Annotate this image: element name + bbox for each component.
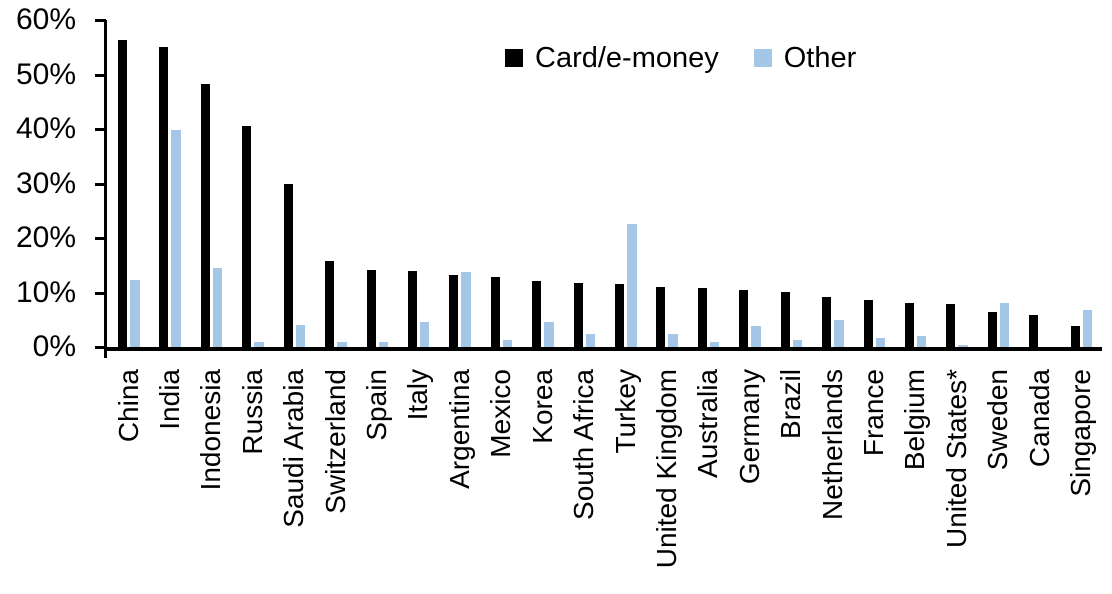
legend-label-card-emoney: Card/e-money bbox=[535, 42, 719, 74]
bar-card-e-money-south-africa bbox=[573, 283, 583, 347]
legend-item-card-emoney: Card/e-money bbox=[505, 42, 719, 74]
y-axis-label-20: 20% bbox=[15, 221, 76, 254]
bar-card-e-money-spain bbox=[366, 270, 376, 347]
bar-card-e-money-brazil bbox=[780, 291, 790, 347]
x-axis-label-text: Singapore bbox=[1065, 369, 1097, 497]
x-axis-label-text: Italy bbox=[402, 369, 434, 421]
y-axis-label-50: 50% bbox=[15, 57, 76, 91]
x-axis-label-text: Mexico bbox=[485, 369, 517, 458]
y-axis-label-40: 40% bbox=[15, 112, 76, 145]
bar-other-indonesia bbox=[212, 267, 223, 347]
bar-card-e-money-belgium bbox=[904, 302, 914, 347]
bar-other-belgium bbox=[916, 336, 927, 347]
bar-other-turkey bbox=[627, 223, 637, 347]
y-axis-label-10: 10% bbox=[15, 275, 76, 309]
bar-other-italy bbox=[419, 321, 430, 347]
bar-card-e-money-italy bbox=[407, 271, 417, 347]
x-axis-label-text: Germany bbox=[733, 369, 765, 485]
bar-card-e-money-germany bbox=[739, 289, 749, 347]
x-axis-label-text: Canada bbox=[1023, 369, 1055, 468]
bar-card-e-money-mexico bbox=[490, 277, 500, 347]
y-tick-30 bbox=[95, 182, 106, 186]
x-axis-label-text: Korea bbox=[526, 369, 558, 444]
legend-swatch-card-emoney-icon bbox=[505, 49, 523, 67]
x-axis-label-text: Indonesia bbox=[195, 369, 227, 491]
legend-item-other: Other bbox=[753, 42, 857, 74]
x-axis-label-text: Belgium bbox=[899, 369, 931, 471]
bar-card-e-money-france bbox=[863, 300, 873, 347]
bar-card-e-money-singapore bbox=[1070, 325, 1080, 347]
bar-card-e-money-argentina bbox=[449, 274, 459, 347]
y-tick-20 bbox=[95, 237, 106, 240]
bar-card-e-money-netherlands bbox=[822, 296, 832, 347]
x-axis-label-text: Saudi Arabia bbox=[278, 369, 310, 528]
bar-card-e-money-china bbox=[118, 40, 127, 347]
legend: Card/e-money Other bbox=[505, 42, 856, 74]
bar-card-e-money-india bbox=[159, 47, 169, 347]
bar-other-korea bbox=[544, 322, 554, 347]
x-axis-label-text: Russia bbox=[236, 369, 268, 455]
x-axis-label-text: Spain bbox=[361, 369, 393, 441]
y-tick-50 bbox=[95, 73, 106, 77]
bar-other-sweden bbox=[999, 302, 1010, 347]
x-axis-label-text: Argentina bbox=[443, 369, 475, 489]
x-axis-label-text: Australia bbox=[692, 369, 724, 478]
y-tick-60 bbox=[95, 19, 106, 22]
x-axis-line bbox=[104, 347, 1102, 351]
bar-card-e-money-sweden bbox=[987, 311, 997, 347]
bar-other-mexico bbox=[502, 339, 513, 347]
bar-card-e-money-canada bbox=[1029, 314, 1039, 347]
bar-other-netherlands bbox=[834, 320, 844, 347]
bar-other-china bbox=[130, 279, 140, 347]
bar-card-e-money-turkey bbox=[615, 283, 625, 347]
x-axis-label-text: South Africa bbox=[568, 369, 600, 520]
bar-other-brazil bbox=[792, 339, 803, 347]
legend-label-other: Other bbox=[783, 42, 857, 74]
bar-other-spain bbox=[378, 341, 389, 347]
legend-swatch-other-icon bbox=[753, 49, 772, 67]
bar-card-e-money-united-kingdom bbox=[656, 287, 666, 347]
bar-card-e-money-russia bbox=[242, 126, 252, 347]
x-axis-label-text: Switzerland bbox=[319, 369, 351, 514]
y-axis-line bbox=[104, 20, 107, 358]
bar-card-e-money-switzerland bbox=[325, 261, 335, 347]
y-tick-10 bbox=[95, 291, 106, 295]
y-axis-label-30: 30% bbox=[15, 166, 76, 200]
x-axis-label-text: Netherlands bbox=[816, 369, 848, 520]
bar-other-united-kingdom bbox=[668, 333, 678, 347]
x-axis-label-text: Sweden bbox=[982, 369, 1014, 471]
bar-other-india bbox=[171, 130, 181, 347]
x-axis-label-text: India bbox=[153, 369, 185, 430]
bar-other-argentina bbox=[461, 271, 471, 347]
bar-card-e-money-korea bbox=[532, 280, 542, 347]
bar-card-e-money-saudi-arabia bbox=[283, 184, 293, 347]
y-tick-0 bbox=[95, 346, 106, 349]
bar-other-south-africa bbox=[585, 333, 596, 347]
x-axis-label-text: China bbox=[112, 369, 144, 443]
bar-other-united-states bbox=[958, 345, 968, 347]
bar-other-saudi-arabia bbox=[295, 325, 306, 347]
bar-other-germany bbox=[751, 325, 761, 347]
x-axis-label-text: United States* bbox=[940, 369, 972, 548]
bar-other-france bbox=[875, 337, 886, 347]
bar-other-singapore bbox=[1082, 310, 1093, 347]
bar-card-e-money-australia bbox=[697, 288, 707, 347]
x-axis-label-text: Turkey bbox=[609, 369, 641, 454]
x-axis-label-text: United Kingdom bbox=[650, 369, 682, 569]
bar-other-russia bbox=[254, 341, 264, 347]
x-axis-label-text: France bbox=[858, 369, 890, 457]
bar-other-switzerland bbox=[337, 342, 347, 347]
bar-card-e-money-indonesia bbox=[200, 83, 210, 347]
bar-card-e-money-united-states bbox=[946, 304, 956, 347]
y-tick-40 bbox=[95, 128, 106, 131]
x-axis-label-text: Brazil bbox=[775, 369, 807, 440]
y-axis-label-0: 0% bbox=[32, 330, 76, 363]
y-axis-label-60: 60% bbox=[15, 3, 76, 36]
bar-other-australia bbox=[709, 341, 720, 347]
